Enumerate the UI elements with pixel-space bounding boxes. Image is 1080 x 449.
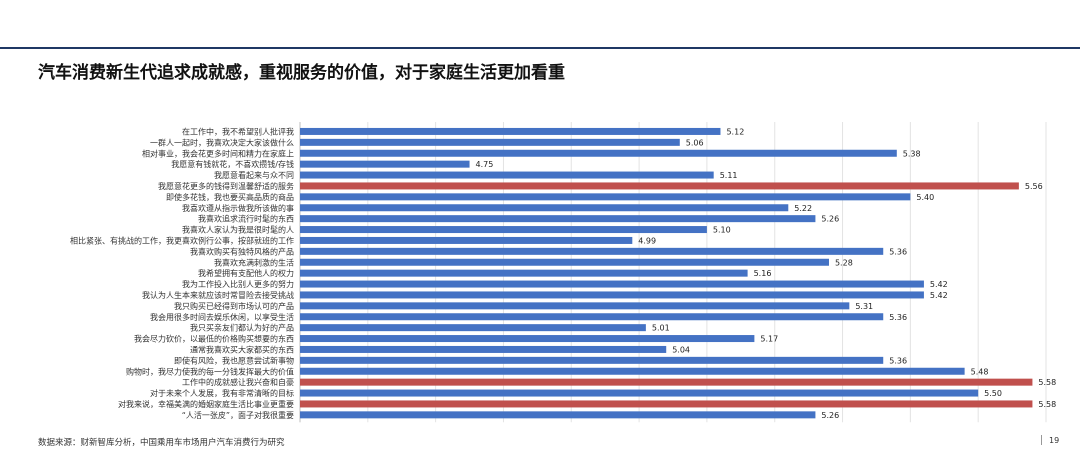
bar	[300, 313, 884, 321]
bar	[300, 291, 924, 299]
category-label: 我为工作投入比别人更多的努力	[182, 279, 294, 289]
category-label: 我喜欢遵从指示做我所该做的事	[182, 203, 294, 213]
value-label: 5.31	[855, 302, 873, 311]
value-label: 5.10	[713, 226, 731, 235]
value-label: 4.99	[638, 236, 656, 245]
category-label: 我喜欢人家认为我是很时髦的人	[182, 225, 294, 235]
category-label: 相比紧张、有挑战的工作，我更喜欢例行公事，按部就班的工作	[70, 235, 294, 245]
bar	[300, 258, 829, 266]
bar	[300, 411, 816, 419]
bar	[300, 182, 1019, 190]
bar	[300, 171, 714, 179]
category-label: 我认为人生本来就应该时常冒险去接受挑战	[142, 290, 294, 300]
bar	[300, 127, 721, 135]
value-label: 5.17	[760, 335, 778, 344]
category-label: 我愿意看起来与众不同	[214, 170, 294, 180]
bar	[300, 378, 1033, 386]
bar	[300, 280, 924, 288]
category-label: 在工作中，我不希望别人批评我	[182, 126, 294, 136]
value-label: 5.58	[1038, 400, 1056, 409]
value-label: 5.40	[916, 193, 934, 202]
category-label: 即使多花钱，我也要买高品质的商品	[166, 192, 294, 202]
value-label: 5.22	[794, 204, 812, 213]
bar	[300, 367, 965, 375]
value-label: 5.01	[652, 324, 670, 333]
bar	[300, 400, 1033, 408]
value-label: 5.38	[903, 149, 921, 158]
bar-chart: 在工作中，我不希望别人批评我 5.12 一群人一起时，我喜欢决定大家该做什么 5.06…	[0, 120, 1080, 432]
bar	[300, 160, 470, 168]
value-label: 5.28	[835, 258, 853, 267]
bar	[300, 138, 680, 146]
value-label: 5.36	[889, 247, 907, 256]
header-rule	[0, 47, 1080, 49]
bar	[300, 226, 707, 234]
category-label: 工作中的成就感让我兴奋和自豪	[182, 377, 294, 387]
category-label: 一群人一起时，我喜欢决定大家该做什么	[150, 137, 294, 147]
value-label: 5.58	[1038, 378, 1056, 387]
bar	[300, 335, 755, 343]
category-label: 我愿意有钱就花，不喜欢攒钱/存钱	[171, 159, 294, 169]
value-label: 5.48	[971, 367, 989, 376]
value-label: 5.50	[984, 389, 1002, 398]
bar	[300, 389, 979, 397]
value-label: 4.75	[476, 160, 494, 169]
category-label: 即使有风险，我也愿意尝试新事物	[174, 355, 294, 365]
value-label: 5.12	[726, 127, 744, 136]
bar-chart-svg: 在工作中，我不希望别人批评我 5.12 一群人一起时，我喜欢决定大家该做什么 5.06…	[70, 122, 1056, 423]
value-label: 5.16	[754, 269, 772, 278]
value-label: 5.56	[1025, 182, 1043, 191]
bar	[300, 324, 646, 332]
value-label: 5.04	[672, 345, 690, 354]
category-label: 对于未来个人发展，我有非常清晰的目标	[150, 388, 294, 398]
bar	[300, 204, 789, 212]
value-label: 5.26	[821, 411, 839, 420]
category-label: 我只买亲友们都认为好的产品	[190, 323, 294, 333]
value-label: 5.42	[930, 291, 948, 300]
bar	[300, 193, 911, 201]
value-label: 5.36	[889, 313, 907, 322]
category-label: 我喜欢充满刺激的生活	[214, 257, 294, 267]
page-number: 19	[1049, 436, 1060, 445]
category-label: 我愿意花更多的钱得到温馨舒适的服务	[158, 181, 294, 191]
data-source-note: 数据来源：财新智库分析，中国乘用车市场用户汽车消费行为研究	[38, 438, 285, 448]
category-label: 相对事业，我会花更多时间和精力在家庭上	[142, 148, 294, 158]
bar	[300, 247, 884, 255]
category-label: “人活一张皮”，面子对我很重要	[182, 410, 294, 420]
category-label: 我喜欢追求流行时髦的东西	[198, 214, 294, 224]
category-label: 通常我喜欢买大家都买的东西	[190, 344, 294, 354]
category-label: 购物时，我尽力使我的每一分钱发挥最大的价值	[126, 366, 294, 376]
page-number-divider	[1041, 435, 1042, 445]
bar	[300, 302, 850, 310]
category-label: 我会尽力砍价，以最低的价格购买想要的东西	[134, 334, 294, 344]
category-label: 对我来说，幸福美满的婚姻家庭生活比事业更重要	[118, 399, 294, 409]
bar	[300, 149, 897, 157]
category-label: 我只购买已经得到市场认可的产品	[174, 301, 294, 311]
value-label: 5.42	[930, 280, 948, 289]
category-label: 我会用很多时间去娱乐休闲，以享受生活	[150, 312, 294, 322]
value-label: 5.26	[821, 215, 839, 224]
value-label: 5.11	[720, 171, 738, 180]
category-label: 我喜欢购买有独特风格的产品	[190, 246, 294, 256]
bar	[300, 236, 633, 244]
value-label: 5.06	[686, 138, 704, 147]
category-label: 我希望拥有支配他人的权力	[198, 268, 294, 278]
page-title: 汽车消费新生代追求成就感，重视服务的价值，对于家庭生活更加看重	[38, 63, 565, 83]
value-label: 5.36	[889, 356, 907, 365]
bar	[300, 356, 884, 364]
bar	[300, 345, 667, 353]
bar	[300, 269, 748, 277]
bar	[300, 215, 816, 223]
